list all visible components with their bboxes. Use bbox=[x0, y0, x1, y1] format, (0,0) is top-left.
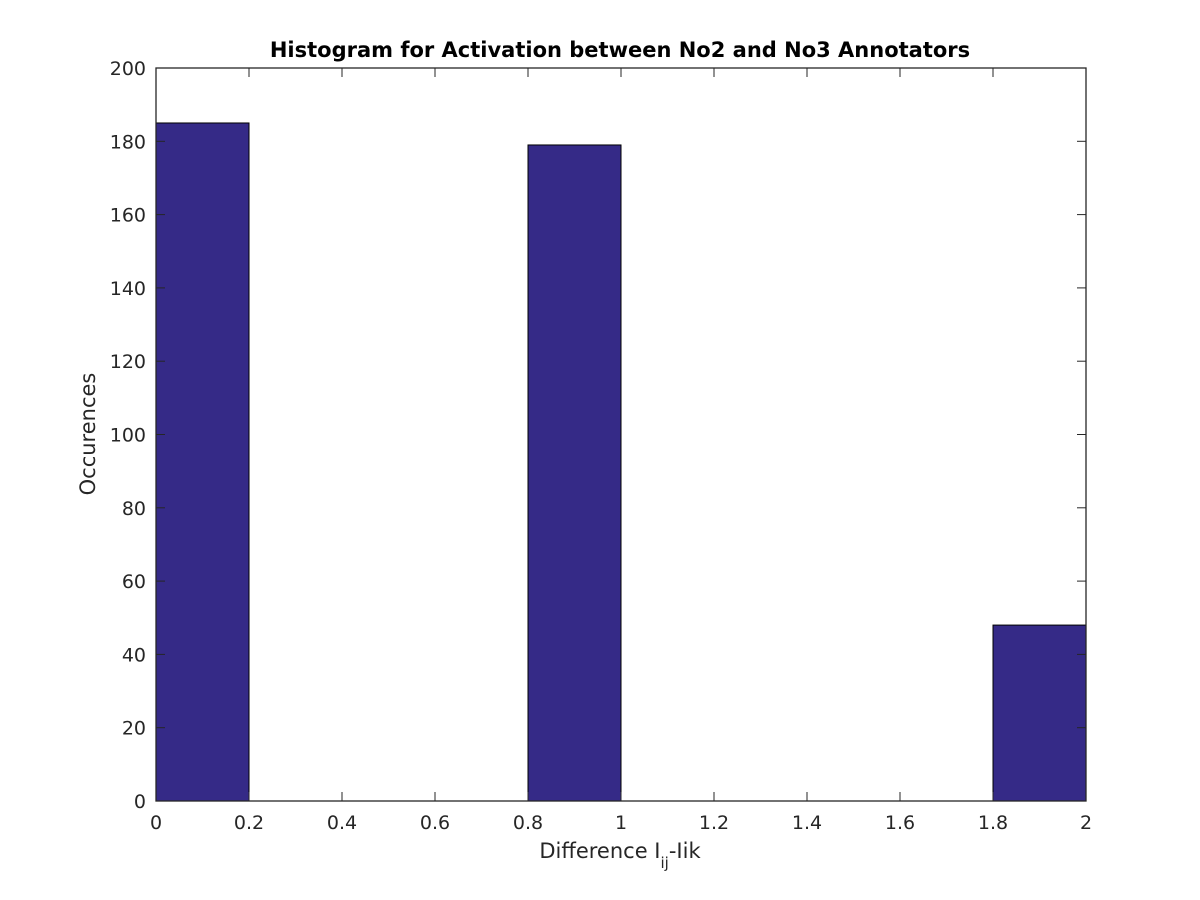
histogram-bar-0 bbox=[155, 122, 250, 802]
x-tick-label: 0.2 bbox=[234, 812, 264, 834]
x-tick-label: 0.6 bbox=[420, 812, 450, 834]
x-axis-ticks: 0 0.2 0.4 0.6 0.8 1 1.2 1.4 1.6 1.8 2 bbox=[150, 68, 1092, 834]
x-tick-label: 0.4 bbox=[327, 812, 357, 834]
x-tick-label: 2 bbox=[1080, 812, 1092, 834]
y-tick-label: 180 bbox=[110, 131, 146, 153]
x-axis-label-suffix: -Iik bbox=[669, 839, 702, 863]
histogram-bar-1 bbox=[527, 144, 622, 802]
y-tick-label: 160 bbox=[110, 205, 146, 227]
y-tick-label: 100 bbox=[110, 425, 146, 447]
x-tick-label: 1.6 bbox=[885, 812, 915, 834]
y-tick-label: 200 bbox=[110, 58, 146, 80]
x-axis-label: Difference Iij-Iik bbox=[539, 839, 701, 872]
y-tick-label: 120 bbox=[110, 351, 146, 373]
y-tick-label: 60 bbox=[122, 571, 146, 593]
x-tick-label: 1 bbox=[615, 812, 627, 834]
x-tick-label: 1.8 bbox=[978, 812, 1008, 834]
y-tick-label: 140 bbox=[110, 278, 146, 300]
x-axis-label-subscript: ij bbox=[661, 854, 669, 872]
histogram-bar-2 bbox=[992, 624, 1087, 802]
y-tick-label: 80 bbox=[122, 498, 146, 520]
bars-group bbox=[155, 122, 1087, 802]
x-tick-label: 0 bbox=[150, 812, 162, 834]
chart-title: Histogram for Activation between No2 and… bbox=[270, 38, 970, 62]
y-tick-label: 0 bbox=[134, 791, 146, 813]
y-axis-ticks: 0 20 40 60 80 100 120 140 160 180 200 bbox=[110, 58, 1086, 813]
x-tick-label: 1.4 bbox=[792, 812, 822, 834]
y-tick-label: 20 bbox=[122, 718, 146, 740]
x-axis-label-base: Difference I bbox=[539, 839, 660, 863]
x-tick-label: 0.8 bbox=[513, 812, 543, 834]
y-tick-label: 40 bbox=[122, 644, 146, 666]
y-axis-label: Occurences bbox=[76, 373, 100, 496]
x-tick-label: 1.2 bbox=[699, 812, 729, 834]
